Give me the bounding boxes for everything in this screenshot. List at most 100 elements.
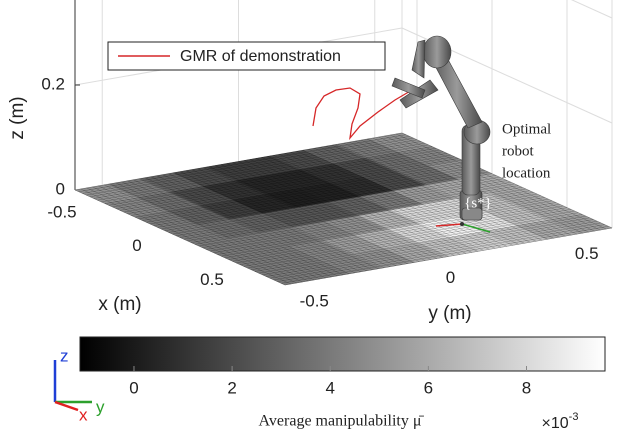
mesh-line [97, 142, 425, 201]
mesh-line [121, 181, 332, 278]
mesh-line [296, 151, 507, 247]
y-axis-label: y (m) [428, 303, 471, 324]
mesh-line [262, 217, 590, 276]
mesh-line [255, 158, 467, 254]
z-tick-label: 0 [56, 179, 65, 198]
colorbar-label: Average manipulability μ̄ [259, 413, 425, 430]
mesh-line [203, 167, 414, 263]
mesh-line [325, 146, 537, 242]
mesh-line [82, 136, 410, 194]
mesh-line [153, 168, 481, 226]
mesh-line [221, 198, 549, 257]
mesh-line [266, 219, 594, 277]
mesh-line [236, 205, 564, 264]
mesh-line [215, 165, 426, 261]
mesh-line [261, 157, 472, 253]
mesh-line [250, 159, 461, 255]
surface [74, 132, 613, 286]
mesh-line [290, 152, 502, 248]
mesh-line [254, 214, 583, 272]
x-tick-label: -0.5 [47, 202, 76, 221]
mesh-line [401, 132, 613, 229]
mesh-line [146, 164, 474, 223]
colorbar-tick-label: 6 [424, 378, 433, 397]
mesh-line [104, 146, 433, 204]
mesh-line [93, 141, 421, 199]
mesh-line [92, 186, 303, 283]
mesh-line [337, 143, 548, 240]
x-axis-label: x (m) [98, 294, 141, 315]
mesh-line [164, 173, 493, 231]
mesh-line [74, 189, 286, 286]
robot-frame [435, 222, 491, 233]
x-tick-label: 0 [132, 236, 141, 255]
mesh-line [89, 139, 418, 198]
mesh-line [285, 153, 496, 249]
mesh-line [355, 140, 566, 237]
mesh-line [191, 169, 402, 265]
mesh-line [115, 182, 326, 279]
mesh-line [98, 185, 309, 282]
mesh-line [176, 178, 504, 237]
y-tick-label: -0.5 [300, 292, 329, 311]
colorbar-tick-label: 8 [522, 378, 531, 397]
mesh-line [247, 210, 575, 269]
colorbar-scale [79, 336, 606, 372]
mesh-line [168, 173, 379, 269]
exponent-base: ×10 [542, 415, 569, 432]
legend: GMR of demonstration [107, 41, 386, 71]
mesh-line [108, 148, 436, 206]
legend-label: GMR of demonstration [180, 48, 341, 65]
mesh-line [80, 188, 291, 285]
triad-z: z [60, 346, 69, 365]
mesh-line [308, 149, 519, 245]
mesh-line [119, 153, 448, 211]
mesh-line [127, 180, 338, 277]
annotation: robot [502, 143, 534, 159]
mesh-line [331, 144, 543, 241]
mesh-line [197, 168, 408, 264]
legend-box [107, 41, 386, 71]
mesh-line [384, 135, 595, 232]
mesh-line [244, 160, 455, 256]
mesh-line [172, 176, 500, 235]
mesh-line [168, 175, 496, 233]
mesh-line [179, 180, 508, 238]
mesh-line [101, 144, 429, 203]
mesh-line [138, 161, 466, 220]
mesh-line [183, 181, 511, 240]
mesh-line [142, 163, 470, 221]
mesh-line [277, 224, 605, 282]
mesh-line [217, 197, 545, 255]
z-tick-label: 0.2 [41, 74, 65, 93]
trajectory [312, 87, 413, 141]
mesh-line [238, 161, 449, 257]
colorbar-tick-label: 0 [129, 378, 138, 397]
mesh-line [239, 207, 568, 265]
triad-x: x [79, 405, 88, 424]
exponent-power: -3 [569, 411, 579, 423]
robot [391, 35, 491, 221]
mesh-line [150, 176, 362, 272]
mesh-line [139, 178, 350, 275]
mesh-line [273, 222, 601, 281]
mesh-line [267, 156, 478, 252]
y-tick-label: 0 [446, 268, 455, 287]
mesh-line [320, 147, 531, 243]
mesh-line [269, 220, 598, 279]
mesh-line [104, 184, 315, 281]
y-tick-label: 0.5 [575, 244, 599, 263]
mesh-line [273, 155, 484, 251]
mesh-line [112, 149, 440, 208]
mesh-line [131, 158, 459, 216]
mesh-line [220, 164, 432, 260]
mesh-line [109, 183, 321, 280]
mesh-line [123, 154, 451, 213]
mesh-line [157, 170, 485, 228]
annotation: Optimal [502, 121, 551, 137]
mesh-line [209, 193, 538, 252]
z-axis-label: z (m) [7, 96, 28, 139]
mesh-line [279, 154, 490, 250]
mesh-line [213, 195, 541, 254]
